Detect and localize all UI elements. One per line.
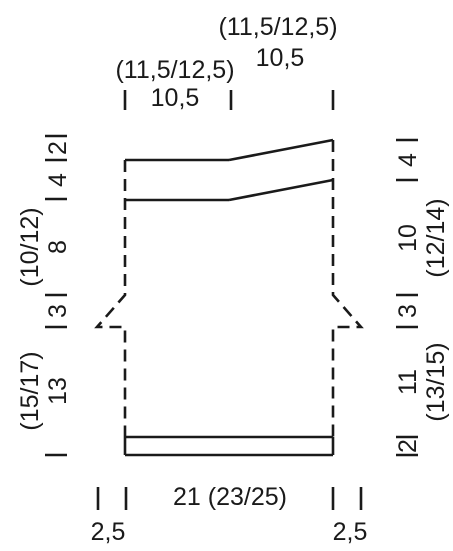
right-top-label: 4 (394, 153, 422, 167)
garment-outline (94, 138, 364, 457)
right-notch-label: 3 (394, 304, 422, 318)
bottom-left-margin-label: 2,5 (91, 518, 126, 546)
left-top-label: 4 (44, 173, 72, 187)
top-left-label-sizes: (11,5/12,5) (115, 56, 234, 84)
bottom-ticks (96, 487, 363, 510)
right-side-dashed (331, 140, 364, 437)
left-mid-range-label: (10/12) (16, 207, 44, 286)
right-low-label: 11 (394, 369, 422, 395)
right-ticks (396, 138, 418, 457)
top-upper-label-base: 10,5 (256, 44, 305, 72)
left-top-tick-label: 2 (44, 141, 72, 155)
left-ticks (45, 134, 67, 457)
top-slope-line (228, 138, 334, 162)
left-mid-label: 8 (44, 240, 72, 254)
inner-slope-line (228, 178, 334, 202)
bottom-right-margin-label: 2,5 (333, 518, 368, 546)
bottom-width-label: 21 (23/25) (173, 483, 287, 511)
left-notch-label: 3 (44, 304, 72, 318)
right-mid-label: 10 (394, 224, 422, 252)
top-upper-label-sizes: (11,5/12,5) (218, 13, 337, 41)
top-left-label-base: 10,5 (151, 84, 200, 112)
left-side-dashed (94, 160, 127, 437)
right-hem-label: 2 (394, 439, 422, 453)
left-low-label: 13 (44, 377, 72, 405)
right-low-range-label: (13/15) (422, 342, 450, 421)
top-ticks (123, 90, 335, 110)
left-low-range-label: (15/17) (16, 351, 44, 430)
right-mid-range-label: (12/14) (422, 198, 450, 277)
